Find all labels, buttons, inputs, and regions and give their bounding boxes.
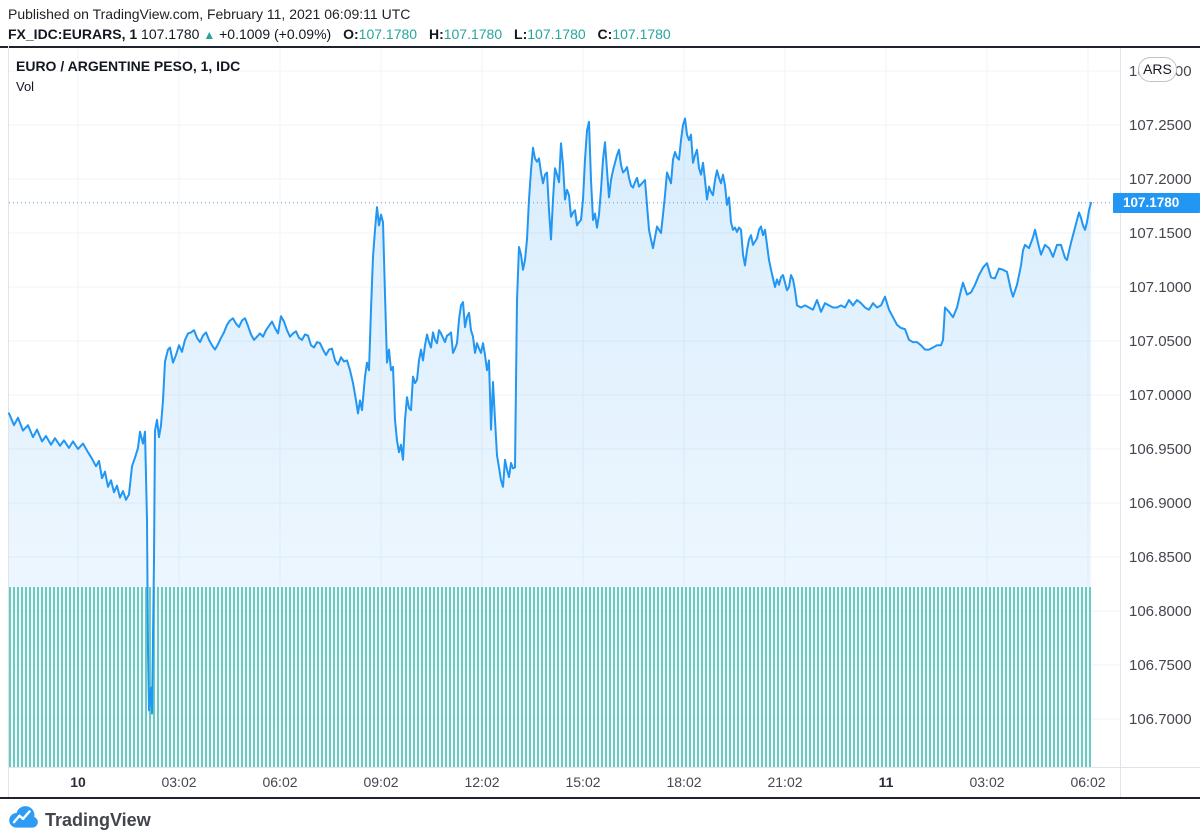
bottom-divider [0, 797, 1200, 799]
price-tick-label: 107.2000 [1129, 171, 1192, 188]
up-arrow-icon: ▲ [203, 28, 216, 42]
time-tick-label: 11 [878, 774, 894, 790]
price-tick-label: 107.0000 [1129, 387, 1192, 404]
last-price-badge: 107.1780 [1113, 192, 1200, 213]
price-tick-label: 106.8000 [1129, 603, 1192, 620]
ohlc-open: O:107.1780 [343, 26, 418, 42]
price-tick-label: 106.9500 [1129, 441, 1192, 458]
time-tick-label: 18:02 [666, 774, 702, 790]
time-tick-label: 15:02 [565, 774, 601, 790]
ohlc-close: C:107.1780 [597, 26, 671, 42]
price-tick-label: 107.1000 [1129, 279, 1192, 296]
tradingview-logo-icon[interactable] [8, 806, 41, 836]
price-change: +0.1009 (+0.09%) [219, 26, 332, 42]
price-tick-label: 106.7500 [1129, 657, 1192, 674]
ohlc-low: L:107.1780 [514, 26, 586, 42]
published-line: Published on TradingView.com, February 1… [8, 6, 411, 22]
time-tick-label: 09:02 [363, 774, 399, 790]
price-tick-label: 107.2500 [1129, 117, 1192, 134]
price-tick-label: 107.1500 [1129, 225, 1192, 242]
time-tick-label: 03:02 [161, 774, 197, 790]
tradingview-brand-text[interactable]: TradingView [45, 810, 151, 830]
symbol-name: FX_IDC:EURARS, 1 [8, 26, 138, 42]
time-tick-label: 21:02 [767, 774, 803, 790]
time-tick-label: 06:02 [1070, 774, 1106, 790]
currency-badge: ARS [1138, 57, 1177, 82]
last-price: 107.1780 [141, 26, 200, 42]
top-divider [0, 46, 1200, 48]
chart-legend-title: EURO / ARGENTINE PESO, 1, IDC [16, 58, 241, 74]
volume-bars [9, 587, 1091, 767]
price-tick-label: 107.0500 [1129, 333, 1192, 350]
price-tick-label: 106.9000 [1129, 495, 1192, 512]
price-tick-label: 106.8500 [1129, 549, 1192, 566]
time-tick-label: 10 [70, 774, 86, 790]
ohlc-high: H:107.1780 [428, 26, 503, 42]
symbol-status-line: FX_IDC:EURARS, 1 107.1780 ▲ +0.1009 (+0.… [8, 26, 671, 42]
time-tick-label: 12:02 [464, 774, 500, 790]
time-tick-label: 06:02 [262, 774, 298, 790]
chart-legend-volume: Vol [16, 79, 35, 94]
price-tick-label: 106.7000 [1129, 711, 1192, 728]
time-tick-label: 03:02 [969, 774, 1005, 790]
